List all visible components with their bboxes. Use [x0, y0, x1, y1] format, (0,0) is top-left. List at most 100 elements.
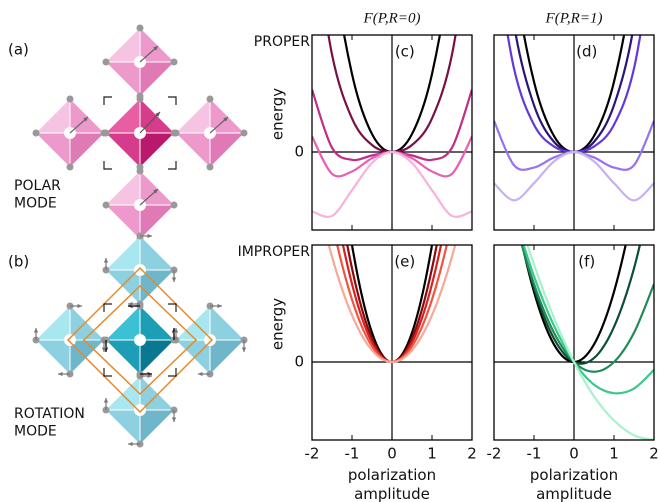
anion: [103, 59, 110, 66]
y-axis-label: energy: [269, 298, 287, 350]
atom: [134, 404, 146, 416]
anion: [137, 96, 144, 103]
anion: [171, 202, 178, 209]
structure-diagrams: [33, 25, 248, 448]
octahedron-face: [140, 410, 174, 444]
octahedron-face: [140, 133, 174, 167]
panel-label: (d): [576, 43, 597, 61]
cell-bracket: [104, 97, 112, 105]
octahedron-face: [210, 133, 244, 167]
octahedron-face: [210, 306, 244, 340]
arrow-head: [104, 398, 108, 403]
mode-caption: ROTATIONMODE: [14, 406, 85, 440]
anion: [67, 96, 74, 103]
anion: [103, 130, 110, 137]
panel-label: (f): [578, 253, 595, 271]
anion: [67, 164, 74, 171]
octahedron-face: [106, 205, 140, 239]
arrow-head: [217, 304, 222, 308]
octahedron-face: [36, 340, 70, 374]
y-tick-label: 0: [294, 143, 304, 161]
atom: [134, 264, 146, 276]
panel-label: (c): [395, 43, 415, 61]
chart-title: F(P,R=1): [545, 10, 603, 26]
y-tick-label: 0: [294, 353, 304, 371]
octahedron-face: [106, 376, 140, 410]
x-tick-label: -1: [527, 445, 542, 463]
octahedron: [103, 233, 178, 308]
octahedron-face: [106, 306, 140, 340]
octahedron-face: [106, 236, 140, 270]
arrow-head: [128, 442, 133, 446]
x-tick-label: 2: [649, 445, 659, 463]
x-tick-label: 2: [467, 445, 477, 463]
cell-bracket: [168, 97, 176, 105]
arrow-head: [58, 372, 63, 376]
anion: [171, 130, 178, 137]
arrow-head: [242, 347, 246, 352]
row-label: IMPROPER: [238, 244, 311, 260]
octahedron-face: [106, 99, 140, 133]
octahedron-face: [70, 306, 104, 340]
anion: [103, 202, 110, 209]
anion: [171, 59, 178, 66]
figure: (a) (b) POLARMODE ROTATIONMODE 0 F(P,R=0)…: [0, 0, 660, 502]
octahedron-face: [176, 306, 210, 340]
octahedron-face: [140, 376, 174, 410]
octahedron-face: [106, 171, 140, 205]
octahedron: [103, 303, 178, 378]
cell-bracket: [168, 304, 176, 312]
chart-title: F(P,R=0): [363, 10, 421, 26]
panel-label: (e): [394, 253, 415, 271]
anion: [137, 25, 144, 32]
cell-bracket: [104, 304, 112, 312]
x-tick-label: 0: [387, 445, 397, 463]
panel-label: (b): [8, 253, 29, 271]
anion: [137, 164, 144, 171]
octahedron-face: [140, 306, 174, 340]
anion: [207, 96, 214, 103]
x-tick-label: 1: [427, 445, 437, 463]
panel-label: (a): [8, 41, 29, 59]
anion: [241, 130, 248, 137]
x-tick-label: -2: [305, 445, 320, 463]
row-label: PROPER: [254, 34, 310, 50]
octahedron-face: [106, 410, 140, 444]
cell-bracket: [168, 368, 176, 376]
octahedron-face: [70, 133, 104, 167]
octahedron-face: [176, 133, 210, 167]
atom: [134, 334, 146, 346]
octahedron-face: [210, 340, 244, 374]
y-axis-label: energy: [269, 88, 287, 140]
anion: [207, 164, 214, 171]
octahedron: [173, 303, 248, 378]
octahedron: [33, 303, 108, 378]
octahedron-face: [106, 28, 140, 62]
arrow-head: [172, 417, 176, 422]
octahedron-face: [176, 340, 210, 374]
arrow-head: [34, 328, 38, 333]
octahedron-face: [36, 306, 70, 340]
octahedron-face: [106, 270, 140, 304]
octahedron-face: [140, 205, 174, 239]
x-tick-label: 1: [609, 445, 619, 463]
octahedron-face: [140, 340, 174, 374]
arrow-head: [172, 277, 176, 282]
anion: [33, 130, 40, 137]
atom: [204, 334, 216, 346]
octahedron-face: [106, 62, 140, 96]
arrow-head: [104, 258, 108, 263]
octahedron-face: [36, 133, 70, 167]
cell-bracket: [104, 161, 112, 169]
octahedron-face: [36, 99, 70, 133]
cell-bracket: [168, 161, 176, 169]
x-axis-label: polarizationamplitude: [348, 466, 436, 502]
atom: [64, 334, 76, 346]
octahedron-face: [140, 62, 174, 96]
arrow-head: [77, 304, 82, 308]
x-tick-label: -2: [487, 445, 502, 463]
arrow-head: [147, 234, 152, 238]
octahedron-face: [106, 340, 140, 374]
